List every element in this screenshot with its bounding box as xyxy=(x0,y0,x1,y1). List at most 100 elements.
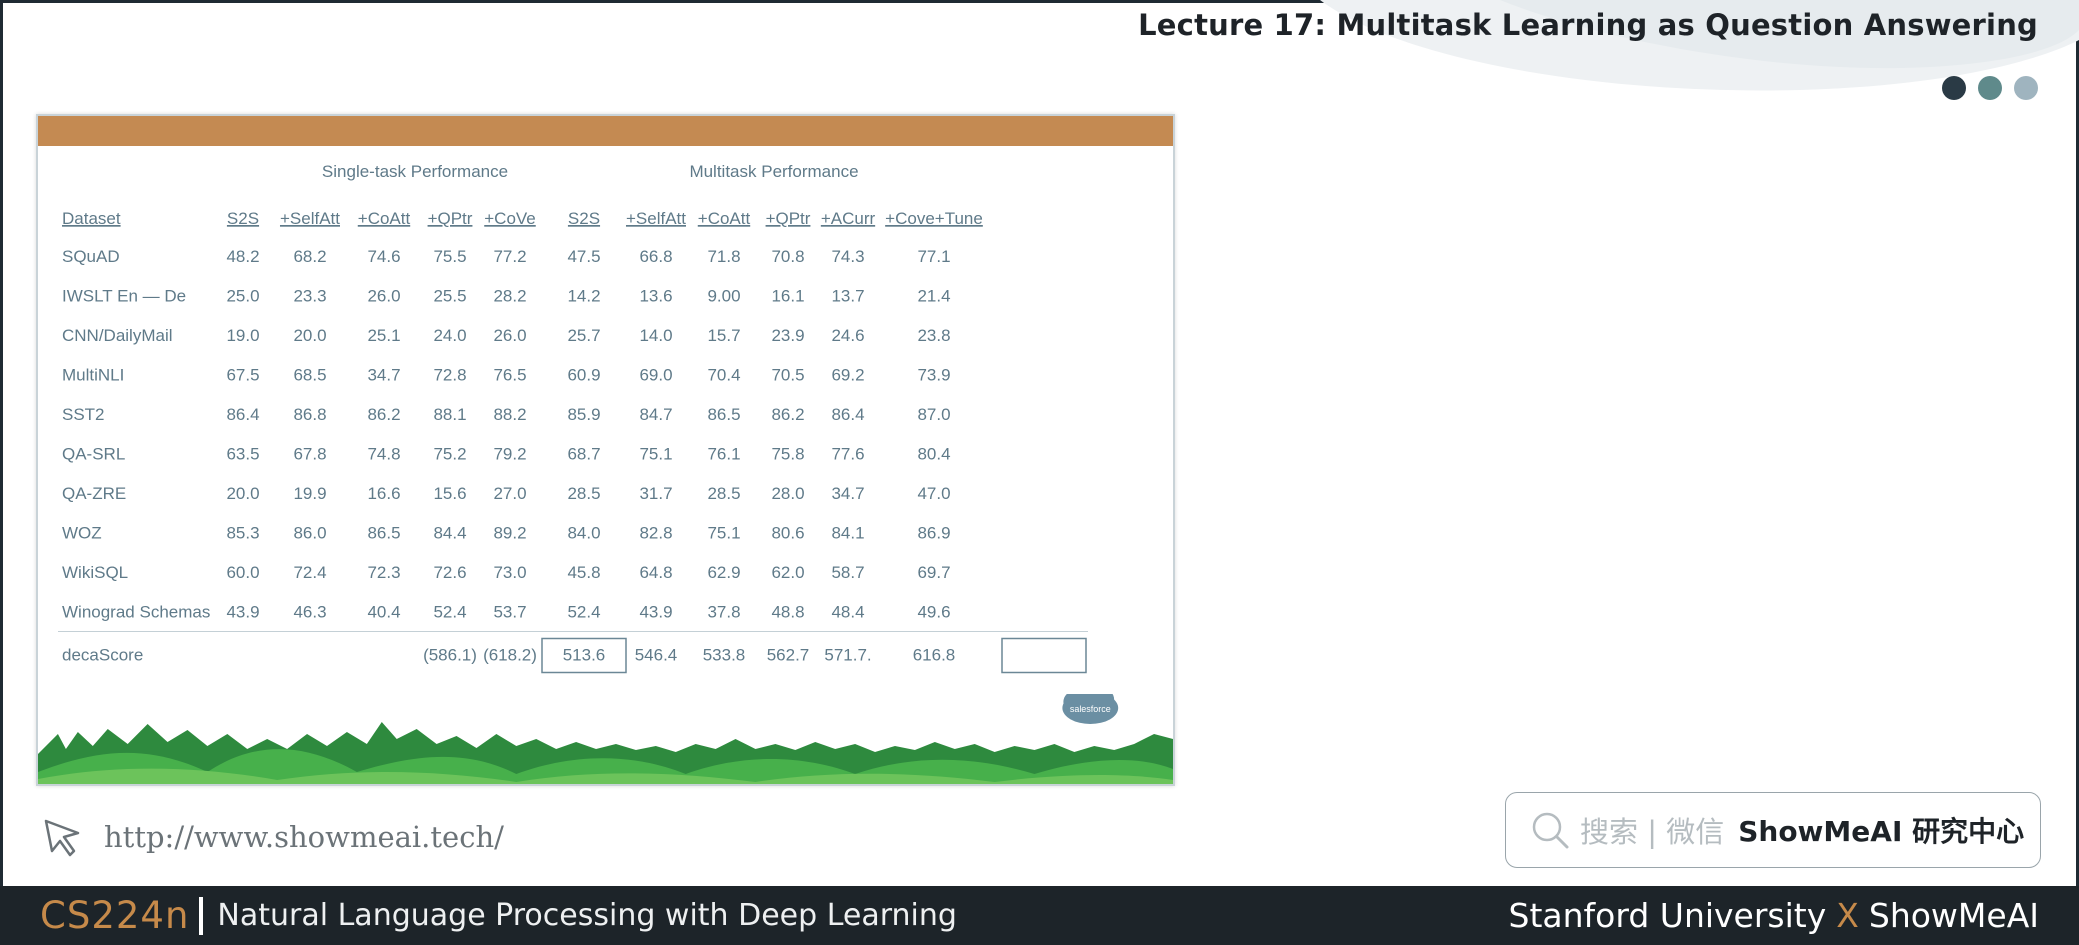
table-cell: 53.7 xyxy=(493,603,526,622)
deca-cell: 533.8 xyxy=(703,646,746,665)
table-cell: 86.2 xyxy=(367,405,400,424)
column-header: +ACurr xyxy=(821,209,876,228)
table-cell: 70.4 xyxy=(707,366,740,385)
table-cell: 43.9 xyxy=(639,603,672,622)
slide-image: Single-task Performance Multitask Perform… xyxy=(36,114,1175,786)
table-cell: 73.0 xyxy=(493,563,526,582)
url-row: http://www.showmeai.tech/ xyxy=(40,815,504,859)
table-cell: 86.9 xyxy=(917,524,950,543)
table-cell: 72.3 xyxy=(367,563,400,582)
column-header: +SelfAtt xyxy=(626,209,686,228)
column-header: +CoAtt xyxy=(358,209,411,228)
nav-dot-2[interactable] xyxy=(1978,76,2002,100)
row-label: MultiNLI xyxy=(62,366,124,385)
table-cell: 76.1 xyxy=(707,445,740,464)
table-cell: 70.5 xyxy=(771,366,804,385)
deca-cell: 562.7 xyxy=(767,646,810,665)
footer-separator xyxy=(199,896,204,935)
table-cell: 68.5 xyxy=(293,366,326,385)
table-cell: 77.2 xyxy=(493,247,526,266)
salesforce-logo: salesforce xyxy=(1062,694,1119,724)
column-header: +CoVe xyxy=(484,209,536,228)
table-cell: 75.1 xyxy=(707,524,740,543)
row-label: WikiSQL xyxy=(62,563,128,582)
footer-showmeai: ShowMeAI xyxy=(1868,896,2039,935)
table-cell: 88.2 xyxy=(493,405,526,424)
table-cell: 16.6 xyxy=(367,484,400,503)
table-cell: 60.0 xyxy=(226,563,259,582)
deca-cell: 546.4 xyxy=(635,646,678,665)
table-cell: 40.4 xyxy=(367,603,400,622)
table-cell: 58.7 xyxy=(831,563,864,582)
table-cell: 48.2 xyxy=(226,247,259,266)
website-link[interactable]: http://www.showmeai.tech/ xyxy=(104,820,504,854)
row-label: QA-ZRE xyxy=(62,484,126,503)
table-cell: 45.8 xyxy=(567,563,600,582)
table-cell: 23.3 xyxy=(293,287,326,306)
table-cell: 76.5 xyxy=(493,366,526,385)
search-icon xyxy=(1532,812,1569,849)
column-header: S2S xyxy=(227,209,259,228)
table-cell: 14.0 xyxy=(639,326,672,345)
table-cell: 72.4 xyxy=(293,563,326,582)
table-cell: 68.7 xyxy=(567,445,600,464)
table-cell: 86.4 xyxy=(226,405,259,424)
table-cell: 20.0 xyxy=(226,484,259,503)
course-name: Natural Language Processing with Deep Le… xyxy=(217,898,957,933)
slide-nav-dots xyxy=(1942,76,2038,100)
table-cell: 84.4 xyxy=(433,524,466,543)
column-header: Dataset xyxy=(62,209,121,228)
table-cell: 68.2 xyxy=(293,247,326,266)
column-header: +QPtr xyxy=(766,209,811,228)
table-cell: 21.4 xyxy=(917,287,950,306)
table-cell: 34.7 xyxy=(367,366,400,385)
table-cell: 14.2 xyxy=(567,287,600,306)
table-cell: 60.9 xyxy=(567,366,600,385)
table-cell: 74.6 xyxy=(367,247,400,266)
table-cell: 62.0 xyxy=(771,563,804,582)
deca-cell: 513.6 xyxy=(563,646,606,665)
table-cell: 46.3 xyxy=(293,603,326,622)
table-cell: 89.2 xyxy=(493,524,526,543)
nav-dot-3[interactable] xyxy=(2014,76,2038,100)
row-label: WOZ xyxy=(62,524,102,543)
table-cell: 80.4 xyxy=(917,445,950,464)
table-cell: 28.0 xyxy=(771,484,804,503)
table-cell: 64.8 xyxy=(639,563,672,582)
row-label: IWSLT En — De xyxy=(62,287,186,306)
footer-stanford: Stanford University xyxy=(1508,896,1827,935)
footer-x: X xyxy=(1836,896,1859,935)
table-cell: 25.7 xyxy=(567,326,600,345)
table-cell: 23.9 xyxy=(771,326,804,345)
salesforce-logo-text: salesforce xyxy=(1070,704,1111,714)
table-cell: 85.3 xyxy=(226,524,259,543)
column-header: +Cove+Tune xyxy=(885,209,983,228)
table-cell: 52.4 xyxy=(567,603,600,622)
slide-top-bar xyxy=(38,116,1173,146)
table-cell: 23.8 xyxy=(917,326,950,345)
table-cell: 28.5 xyxy=(707,484,740,503)
table-cell: 80.6 xyxy=(771,524,804,543)
table-cell: 37.8 xyxy=(707,603,740,622)
footer-bar: CS224n Natural Language Processing with … xyxy=(0,886,2079,945)
table-cell: 75.8 xyxy=(771,445,804,464)
table-cell: 66.8 xyxy=(639,247,672,266)
table-cell: 27.0 xyxy=(493,484,526,503)
table-cell: 20.0 xyxy=(293,326,326,345)
table-cell: 84.1 xyxy=(831,524,864,543)
deca-cell: (618.2) xyxy=(483,646,537,665)
group-header-single: Single-task Performance xyxy=(322,162,508,181)
table-cell: 19.9 xyxy=(293,484,326,503)
table-cell: 24.0 xyxy=(433,326,466,345)
table-cell: 28.5 xyxy=(567,484,600,503)
table-cell: 15.6 xyxy=(433,484,466,503)
nav-dot-1[interactable] xyxy=(1942,76,1966,100)
deca-label: decaScore xyxy=(62,646,143,665)
table-cell: 79.2 xyxy=(493,445,526,464)
table-cell: 71.8 xyxy=(707,247,740,266)
search-box[interactable]: 搜索 | 微信 ShowMeAI 研究中心 xyxy=(1505,792,2041,868)
table-cell: 13.7 xyxy=(831,287,864,306)
table-cell: 86.8 xyxy=(293,405,326,424)
table-cell: 43.9 xyxy=(226,603,259,622)
table-cell: 73.9 xyxy=(917,366,950,385)
